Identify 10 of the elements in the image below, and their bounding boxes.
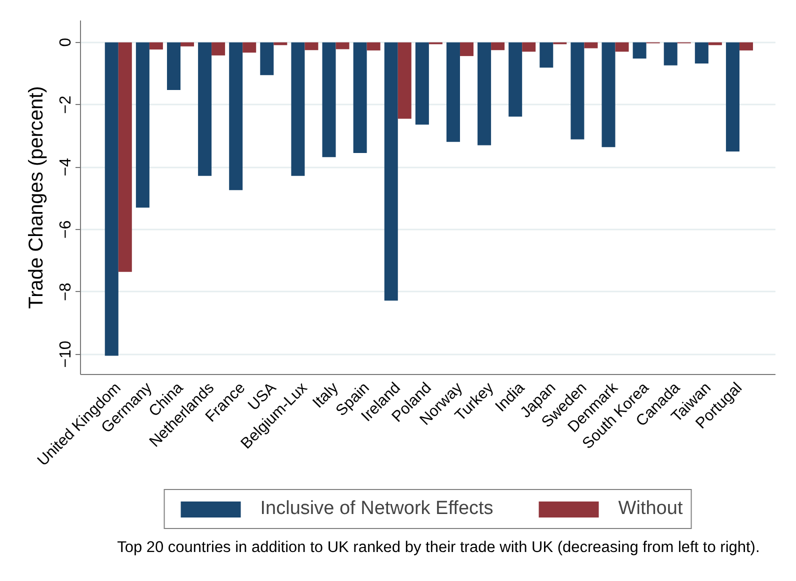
- y-tick-label: −10: [58, 340, 74, 368]
- text: Top 20 countries in addition to UK ranked by their trade with UK (decreasing from left to right).: [117, 539, 760, 556]
- legend-label: Without: [618, 498, 683, 520]
- y-tick-label: −4: [58, 158, 74, 176]
- y-tick-label: −8: [58, 282, 74, 301]
- legend-label: Inclusive of Network Effects: [260, 498, 494, 520]
- y-tick-label: −2: [58, 95, 74, 114]
- y-axis-title: Trade Changes (percent): [26, 86, 48, 309]
- y-tick-label: 0: [58, 38, 74, 47]
- y-tick-label: −6: [58, 220, 74, 239]
